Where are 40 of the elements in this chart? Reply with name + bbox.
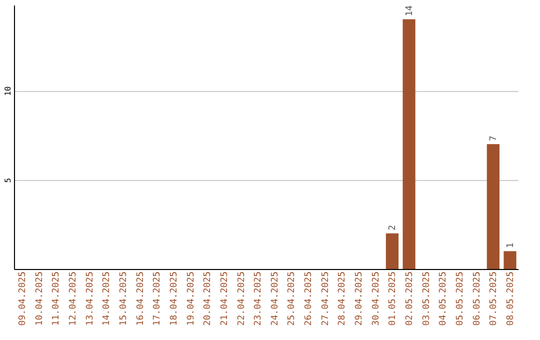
x-tick-label: 25.04.2025	[287, 272, 298, 326]
x-tick-label: 05.05.2025	[456, 272, 466, 326]
x-tick-label: 24.04.2025	[270, 272, 280, 326]
x-tick-label: 17.04.2025	[152, 272, 163, 326]
x-tick-label: 09.04.2025	[18, 272, 28, 326]
x-tick-label: 19.04.2025	[186, 272, 196, 326]
x-tick-label: 01.05.2025	[388, 272, 398, 326]
x-tick-label: 23.04.2025	[254, 272, 264, 326]
x-tick-label: 13.04.2025	[85, 272, 96, 326]
x-tick-label: 12.04.2025	[68, 272, 78, 326]
x-tick-label: 15.04.2025	[118, 272, 129, 326]
data-label: 1	[506, 242, 516, 248]
x-tick-label: 08.05.2025	[506, 272, 516, 326]
x-tick-label: 30.04.2025	[371, 272, 382, 326]
x-tick-label: 03.05.2025	[422, 272, 432, 326]
x-tick-label: 21.04.2025	[220, 272, 230, 326]
x-tick-label: 10.04.2025	[34, 272, 45, 326]
bar	[486, 144, 500, 269]
bar	[402, 19, 416, 269]
x-tick-label: 07.05.2025	[489, 272, 500, 326]
x-tick-label: 02.05.2025	[405, 272, 416, 326]
bar	[504, 251, 516, 269]
data-label: 2	[388, 224, 398, 230]
x-tick-label: 04.05.2025	[438, 272, 449, 326]
x-tick-label: 29.04.2025	[354, 272, 365, 326]
x-tick-label: 18.04.2025	[169, 272, 180, 326]
x-tick-label: 20.04.2025	[203, 272, 214, 326]
x-tick-label: 06.05.2025	[472, 272, 482, 326]
y-tick-label: 10	[4, 86, 12, 96]
x-tick-label: 28.04.2025	[338, 272, 348, 326]
x-tick-label: 27.04.2025	[320, 272, 331, 326]
x-tick-label: 22.04.2025	[236, 272, 247, 326]
x-tick-label: 16.04.2025	[136, 272, 146, 326]
data-label: 7	[489, 136, 500, 142]
y-tick-label: 5	[4, 178, 12, 183]
x-tick-label: 11.04.2025	[52, 272, 62, 326]
data-label: 14	[405, 5, 416, 16]
x-tick-label: 26.04.2025	[304, 272, 314, 326]
x-tick-label: 14.04.2025	[102, 272, 112, 326]
bar	[386, 233, 399, 269]
